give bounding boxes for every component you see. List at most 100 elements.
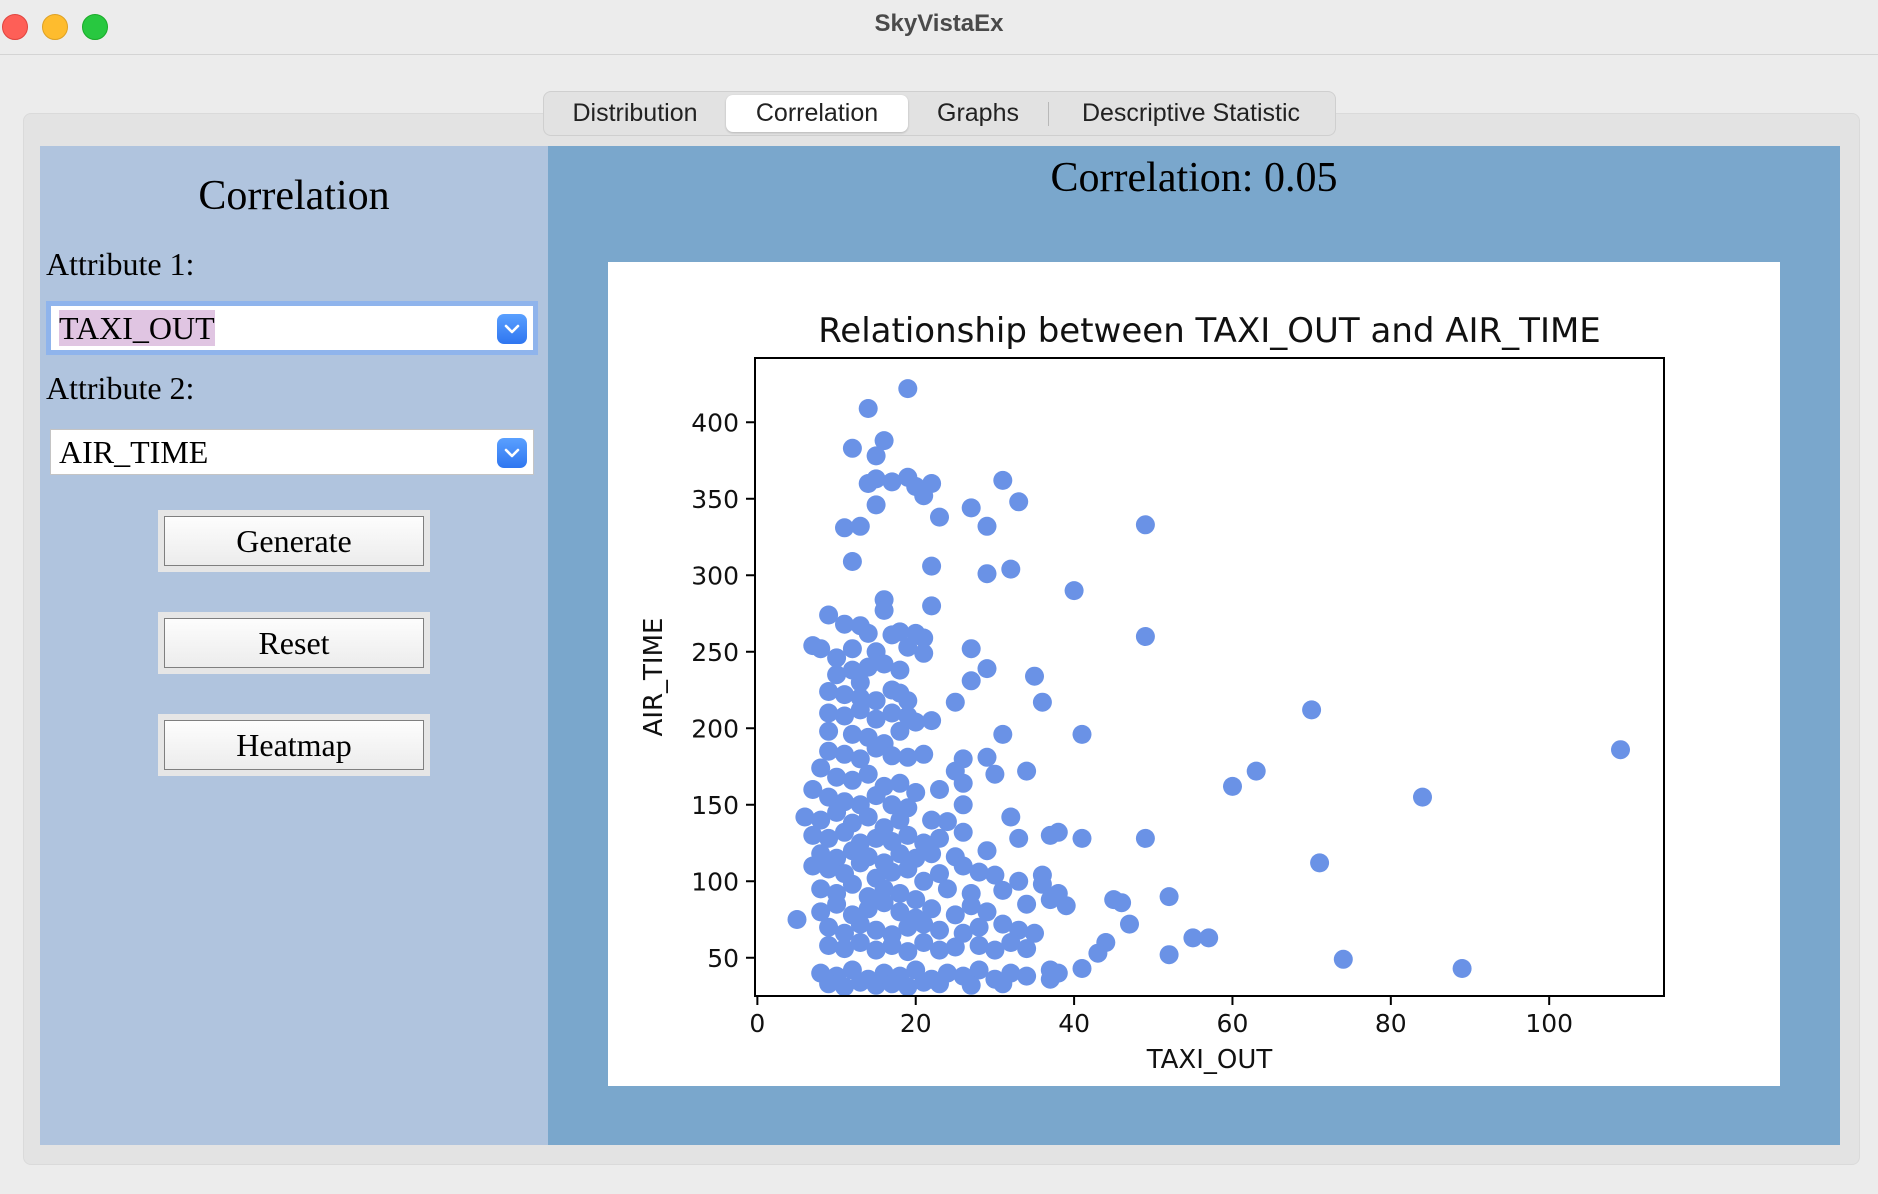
data-point xyxy=(898,379,918,399)
data-point xyxy=(858,899,878,919)
tab-bar: Distribution Correlation Graphs Descript… xyxy=(543,91,1336,136)
data-point xyxy=(922,899,942,919)
x-tick-label: 60 xyxy=(1217,1009,1249,1038)
y-tick-label: 250 xyxy=(691,638,739,667)
data-point xyxy=(850,933,870,952)
data-point xyxy=(866,709,886,729)
attribute-2-label: Attribute 2: xyxy=(46,370,195,406)
close-window-button[interactable] xyxy=(2,14,28,40)
data-point xyxy=(977,564,997,584)
data-point xyxy=(819,787,839,807)
tab-distribution[interactable]: Distribution xyxy=(572,99,698,127)
data-point xyxy=(890,721,910,741)
data-point xyxy=(1183,928,1203,948)
data-point xyxy=(1611,740,1630,760)
data-point xyxy=(1017,761,1037,781)
attribute-1-select[interactable]: TAXI_OUT xyxy=(46,301,538,355)
attribute-2-select[interactable]: AIR_TIME xyxy=(50,429,534,475)
data-point xyxy=(1056,896,1076,916)
data-point xyxy=(1001,807,1021,827)
data-point xyxy=(882,703,902,723)
data-point xyxy=(827,665,847,685)
heatmap-button[interactable]: Heatmap xyxy=(158,714,430,776)
data-point xyxy=(882,795,902,815)
data-point xyxy=(819,859,839,879)
reset-button[interactable]: Reset xyxy=(158,612,430,674)
chevron-down-icon[interactable] xyxy=(497,314,527,344)
maximize-window-button[interactable] xyxy=(82,14,108,40)
data-point xyxy=(890,902,910,922)
data-point xyxy=(985,865,1005,885)
data-point xyxy=(795,807,815,827)
data-point xyxy=(898,942,918,962)
data-point xyxy=(906,890,926,910)
data-point xyxy=(1017,939,1037,959)
data-point xyxy=(835,706,854,726)
data-point xyxy=(1072,828,1092,848)
data-point xyxy=(842,770,862,790)
data-point xyxy=(922,711,942,731)
data-point xyxy=(890,884,910,903)
data-point xyxy=(961,639,981,659)
data-point xyxy=(1001,933,1021,952)
data-point xyxy=(850,914,870,934)
tab-graphs[interactable]: Graphs xyxy=(937,99,1019,127)
data-point xyxy=(930,507,949,527)
data-point xyxy=(977,659,997,679)
data-point xyxy=(827,648,847,668)
y-tick-label: 100 xyxy=(691,867,739,896)
data-point xyxy=(1310,853,1330,873)
data-point xyxy=(906,783,926,802)
plot-frame xyxy=(754,357,1665,997)
x-axis-label: TAXI_OUT xyxy=(1146,1045,1273,1075)
data-point xyxy=(1223,776,1242,796)
data-point xyxy=(1040,969,1060,989)
data-point xyxy=(858,657,878,677)
data-point xyxy=(819,741,839,761)
data-point xyxy=(1135,627,1155,646)
data-point xyxy=(930,780,949,799)
data-point xyxy=(1025,923,1044,943)
data-point xyxy=(993,914,1013,934)
data-point xyxy=(953,822,973,842)
data-point xyxy=(953,773,973,793)
data-point xyxy=(1025,666,1044,686)
chart-title: Relationship between TAXI_OUT and AIR_TI… xyxy=(818,311,1601,351)
data-point xyxy=(866,446,886,466)
minimize-window-button[interactable] xyxy=(42,14,68,40)
chevron-down-icon[interactable] xyxy=(497,438,527,468)
data-point xyxy=(827,802,847,822)
data-point xyxy=(969,960,989,980)
data-point xyxy=(866,975,886,995)
data-point xyxy=(819,721,839,741)
y-tick-label: 400 xyxy=(691,408,739,437)
data-point xyxy=(866,691,886,711)
data-point xyxy=(835,822,854,842)
data-point xyxy=(1017,894,1037,914)
tab-correlation[interactable]: Correlation xyxy=(726,95,908,132)
data-point xyxy=(866,469,886,489)
data-point xyxy=(1199,928,1219,948)
data-point xyxy=(898,977,918,997)
data-point xyxy=(882,936,902,955)
data-point xyxy=(993,880,1013,900)
data-point xyxy=(819,917,839,937)
data-point xyxy=(1009,492,1029,512)
data-point xyxy=(850,749,870,769)
attribute-1-label: Attribute 1: xyxy=(46,246,195,282)
data-point xyxy=(890,844,910,864)
data-point xyxy=(850,700,870,720)
data-point xyxy=(945,937,965,957)
data-point xyxy=(882,746,902,766)
data-point xyxy=(1032,692,1052,712)
generate-button[interactable]: Generate xyxy=(158,510,430,572)
y-tick-label: 350 xyxy=(691,485,739,514)
data-point xyxy=(874,431,894,451)
attribute-1-value: TAXI_OUT xyxy=(59,310,215,346)
data-point xyxy=(961,671,981,691)
tab-descriptive-statistic[interactable]: Descriptive Statistic xyxy=(1081,99,1301,127)
data-point xyxy=(835,614,854,634)
data-point xyxy=(842,552,862,571)
data-point xyxy=(819,974,839,994)
data-point xyxy=(1135,515,1155,535)
